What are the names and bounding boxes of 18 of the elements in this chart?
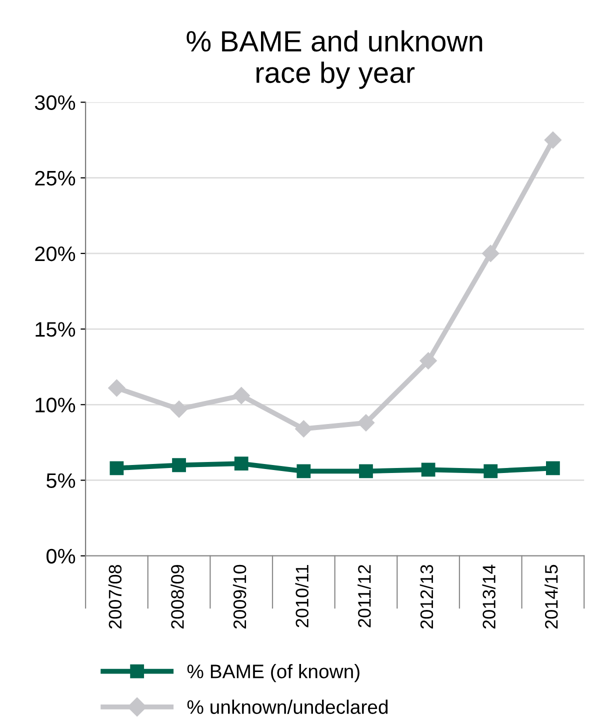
x-tick-label: 2007/08 (108, 564, 122, 629)
x-tick-label: 2014/15 (544, 564, 558, 629)
y-tick-label: 25% (35, 170, 76, 186)
y-tick-label: 0% (46, 548, 76, 564)
y-tick-label: 10% (36, 398, 76, 412)
x-tick-label: 2010/11 (295, 565, 309, 628)
y-tick-label: 15% (36, 322, 76, 337)
legend-label: % unknown/undeclared (187, 700, 388, 714)
x-tick-label: 2013/14 (482, 564, 496, 629)
y-tick-label: 5% (46, 473, 76, 488)
x-tick-label: 2009/10 (232, 564, 246, 629)
x-tick-label: 2012/13 (420, 564, 434, 629)
x-tick-label: 2008/09 (170, 565, 184, 629)
legend-label: % BAME (of known) (187, 664, 360, 682)
x-tick-label: 2011/12 (358, 565, 371, 628)
y-tick-label: 30% (34, 95, 76, 110)
chart-title: % BAME and unknown race by year (186, 30, 482, 89)
y-tick-label: 20% (35, 246, 76, 262)
